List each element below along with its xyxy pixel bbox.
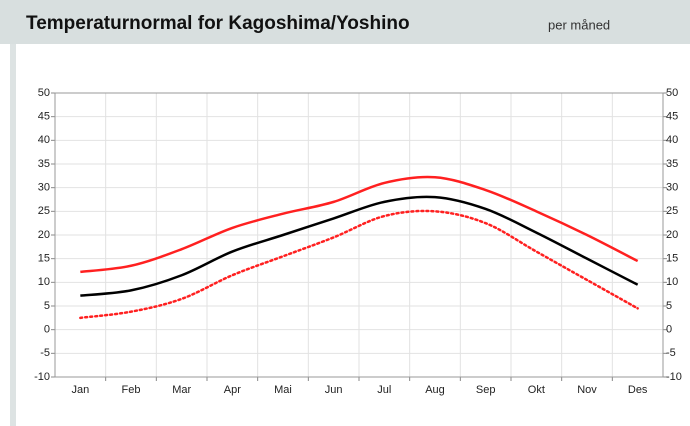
y-tick-label: 20	[38, 229, 50, 241]
x-tick-label: Okt	[528, 384, 545, 396]
x-tick-label: Sep	[476, 384, 496, 396]
y2-tick-label: 20	[666, 229, 678, 241]
y-tick-label: 10	[38, 276, 50, 288]
y2-tick-label: 15	[666, 253, 678, 265]
y2-tick-label: 45	[666, 111, 678, 123]
header-band	[0, 0, 690, 44]
x-tick-label: Aug	[425, 384, 445, 396]
series-line	[80, 195, 639, 297]
y-tick-label: 35	[38, 158, 50, 170]
y-tick-label: 45	[38, 111, 50, 123]
y2-tick-label: 0	[666, 324, 672, 336]
left-border	[10, 44, 16, 426]
y2-tick-label: 5	[666, 300, 672, 312]
y-tick-label: 40	[38, 134, 50, 146]
x-tick-label: Jun	[325, 384, 343, 396]
chart-subtitle: per måned	[548, 17, 610, 32]
x-tick-label: Des	[628, 384, 648, 396]
y-tick-label: 25	[38, 205, 50, 217]
y-tick-label: 15	[38, 253, 50, 265]
x-tick-label: Mai	[274, 384, 292, 396]
y2-tick-label: 35	[666, 158, 678, 170]
x-tick-label: Jul	[377, 384, 391, 396]
y2-tick-label: 50	[666, 87, 678, 99]
y2-tick-label: -5	[666, 347, 676, 359]
y-tick-label: 50	[38, 87, 50, 99]
series-line	[79, 209, 639, 320]
y-tick-label: 30	[38, 182, 50, 194]
plot-frame	[54, 92, 664, 378]
y-tick-label: 5	[44, 300, 50, 312]
y-tick-label: -10	[34, 371, 50, 383]
y2-tick-label: 25	[666, 205, 678, 217]
y2-tick-label: -10	[666, 371, 682, 383]
x-tick-label: Apr	[224, 384, 241, 396]
x-tick-label: Nov	[577, 384, 597, 396]
y2-tick-label: 40	[666, 134, 678, 146]
y-tick-label: 0	[44, 324, 50, 336]
chart-title: Temperaturnormal for Kagoshima/Yoshino	[26, 13, 410, 34]
series-line	[80, 175, 639, 274]
x-tick-label: Mar	[172, 384, 191, 396]
y-tick-label: -5	[40, 347, 50, 359]
y2-tick-label: 30	[666, 182, 678, 194]
x-tick-label: Jan	[71, 384, 89, 396]
x-tick-label: Feb	[122, 384, 141, 396]
y2-tick-label: 10	[666, 276, 678, 288]
